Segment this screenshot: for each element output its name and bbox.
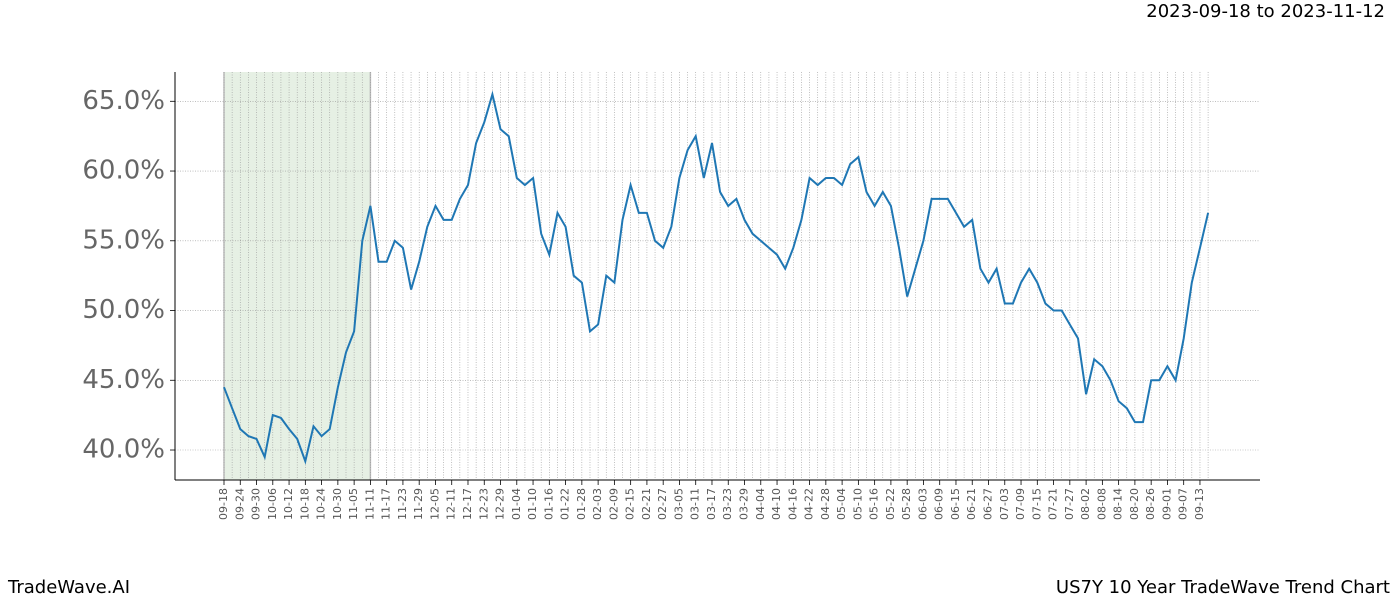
- x-tick-label: 02-15: [624, 488, 637, 520]
- y-tick-label: 50.0%: [82, 295, 165, 325]
- data-line: [223, 90, 1210, 465]
- x-tick-label: 11-23: [396, 488, 409, 520]
- x-tick-label: 05-16: [868, 488, 881, 520]
- y-tick-label: 40.0%: [82, 435, 165, 465]
- x-tick-label: 09-07: [1177, 488, 1190, 520]
- x-tick-label: 09-24: [233, 488, 246, 520]
- x-tick-label: 05-04: [835, 488, 848, 520]
- x-tick-label: 10-06: [266, 488, 279, 520]
- x-tick-label: 09-30: [250, 488, 263, 520]
- x-tick-label: 12-11: [445, 488, 458, 520]
- x-tick-label: 06-15: [949, 488, 962, 520]
- x-tick-label: 02-27: [656, 488, 669, 520]
- x-tick-label: 12-17: [461, 488, 474, 520]
- x-tick-label: 04-22: [803, 488, 816, 520]
- x-tick-label: 02-09: [607, 488, 620, 520]
- x-tick-label: 03-17: [705, 488, 718, 520]
- x-tick-label: 03-23: [721, 488, 734, 520]
- x-tick-label: 10-24: [315, 488, 328, 520]
- x-tick-label: 01-22: [559, 488, 572, 520]
- x-tick-label: 07-27: [1063, 488, 1076, 520]
- x-tick-label: 07-15: [1030, 488, 1043, 520]
- x-tick-label: 03-11: [689, 488, 702, 520]
- x-tick-label: 12-05: [428, 488, 441, 520]
- x-tick-label: 10-12: [282, 488, 295, 520]
- x-tick-label: 11-29: [412, 488, 425, 520]
- x-tick-label: 11-05: [347, 488, 360, 520]
- x-tick-label: 09-18: [217, 488, 230, 520]
- x-tick-label: 03-29: [738, 488, 751, 520]
- x-tick-label: 08-14: [1112, 488, 1125, 520]
- x-tick-label: 07-21: [1047, 488, 1060, 520]
- footer-right: US7Y 10 Year TradeWave Trend Chart: [1056, 577, 1390, 598]
- y-tick-label: 65.0%: [82, 86, 165, 116]
- x-tick-label: 01-04: [510, 488, 523, 520]
- x-tick-label: 08-26: [1144, 488, 1157, 520]
- x-tick-label: 05-22: [884, 488, 897, 520]
- x-tick-label: 01-10: [526, 488, 539, 520]
- x-tick-label: 02-03: [591, 488, 604, 520]
- x-tick-label: 11-11: [363, 488, 376, 520]
- x-tick-label: 06-03: [916, 488, 929, 520]
- x-tick-label: 06-27: [982, 488, 995, 520]
- footer-left: TradeWave.AI: [7, 577, 130, 598]
- x-tick-label: 01-16: [542, 488, 555, 520]
- x-tick-label: 10-30: [331, 488, 344, 520]
- x-tick-label: 12-29: [494, 488, 507, 520]
- x-tick-label: 04-04: [754, 488, 767, 520]
- x-tick-label: 12-23: [477, 488, 490, 520]
- y-tick-label: 45.0%: [82, 365, 165, 395]
- x-tick-label: 02-21: [640, 488, 653, 520]
- x-tick-label: 09-13: [1193, 488, 1206, 520]
- x-tick-label: 04-28: [819, 488, 832, 520]
- x-tick-label: 06-21: [965, 488, 978, 520]
- x-tick-label: 08-08: [1095, 488, 1108, 520]
- x-tick-label: 04-10: [770, 488, 783, 520]
- x-tick-label: 08-20: [1128, 488, 1141, 520]
- x-tick-label: 09-01: [1160, 488, 1173, 520]
- x-tick-label: 10-18: [298, 488, 311, 520]
- x-tick-label: 05-28: [900, 488, 913, 520]
- x-tick-label: 08-02: [1079, 488, 1092, 520]
- x-tick-label: 01-28: [575, 488, 588, 520]
- y-tick-label: 55.0%: [82, 225, 165, 255]
- x-tick-label: 04-16: [786, 488, 799, 520]
- x-tick-label: 06-09: [933, 488, 946, 520]
- x-tick-label: 05-10: [851, 488, 864, 520]
- highlight-range: [224, 72, 371, 480]
- chart-title: 2023-09-18 to 2023-11-12: [1146, 1, 1385, 22]
- x-tick-label: 07-09: [1014, 488, 1027, 520]
- x-tick-label: 07-03: [998, 488, 1011, 520]
- y-tick-label: 60.0%: [82, 156, 165, 186]
- x-tick-label: 11-17: [380, 488, 393, 520]
- x-tick-label: 03-05: [672, 488, 685, 520]
